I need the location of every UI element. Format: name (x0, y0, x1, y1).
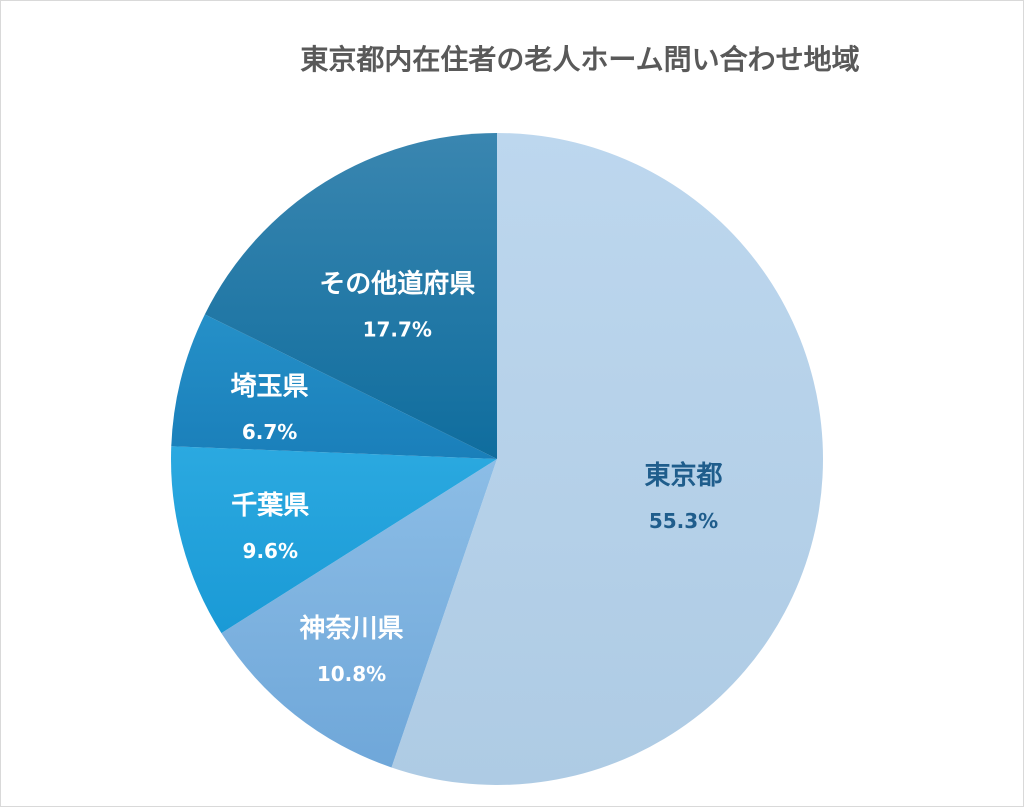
pie-slice-5 (204, 132, 497, 459)
slice-name-label: 千葉県 (231, 491, 309, 521)
slice-value-label: 55.3% (649, 509, 718, 533)
slice-value-label: 17.7% (363, 317, 432, 341)
slice-name-label: 神奈川県 (300, 614, 404, 644)
pie-slice-4 (171, 314, 497, 459)
slice-value-label: 10.8% (317, 662, 386, 686)
pie-slice-1 (391, 133, 824, 785)
slice-name-label: 埼玉県 (231, 372, 309, 402)
slice-name-label: 東京都 (645, 460, 723, 491)
pie-slice-3 (171, 446, 498, 634)
slice-value-label: 6.7% (242, 420, 297, 444)
chart-title: 東京都内在住者の老人ホーム問い合わせ地域 (300, 43, 860, 76)
slice-value-label: 9.6% (243, 539, 298, 563)
slice-name-label: その他道府県 (319, 268, 475, 299)
pie-slice-2 (221, 459, 497, 768)
